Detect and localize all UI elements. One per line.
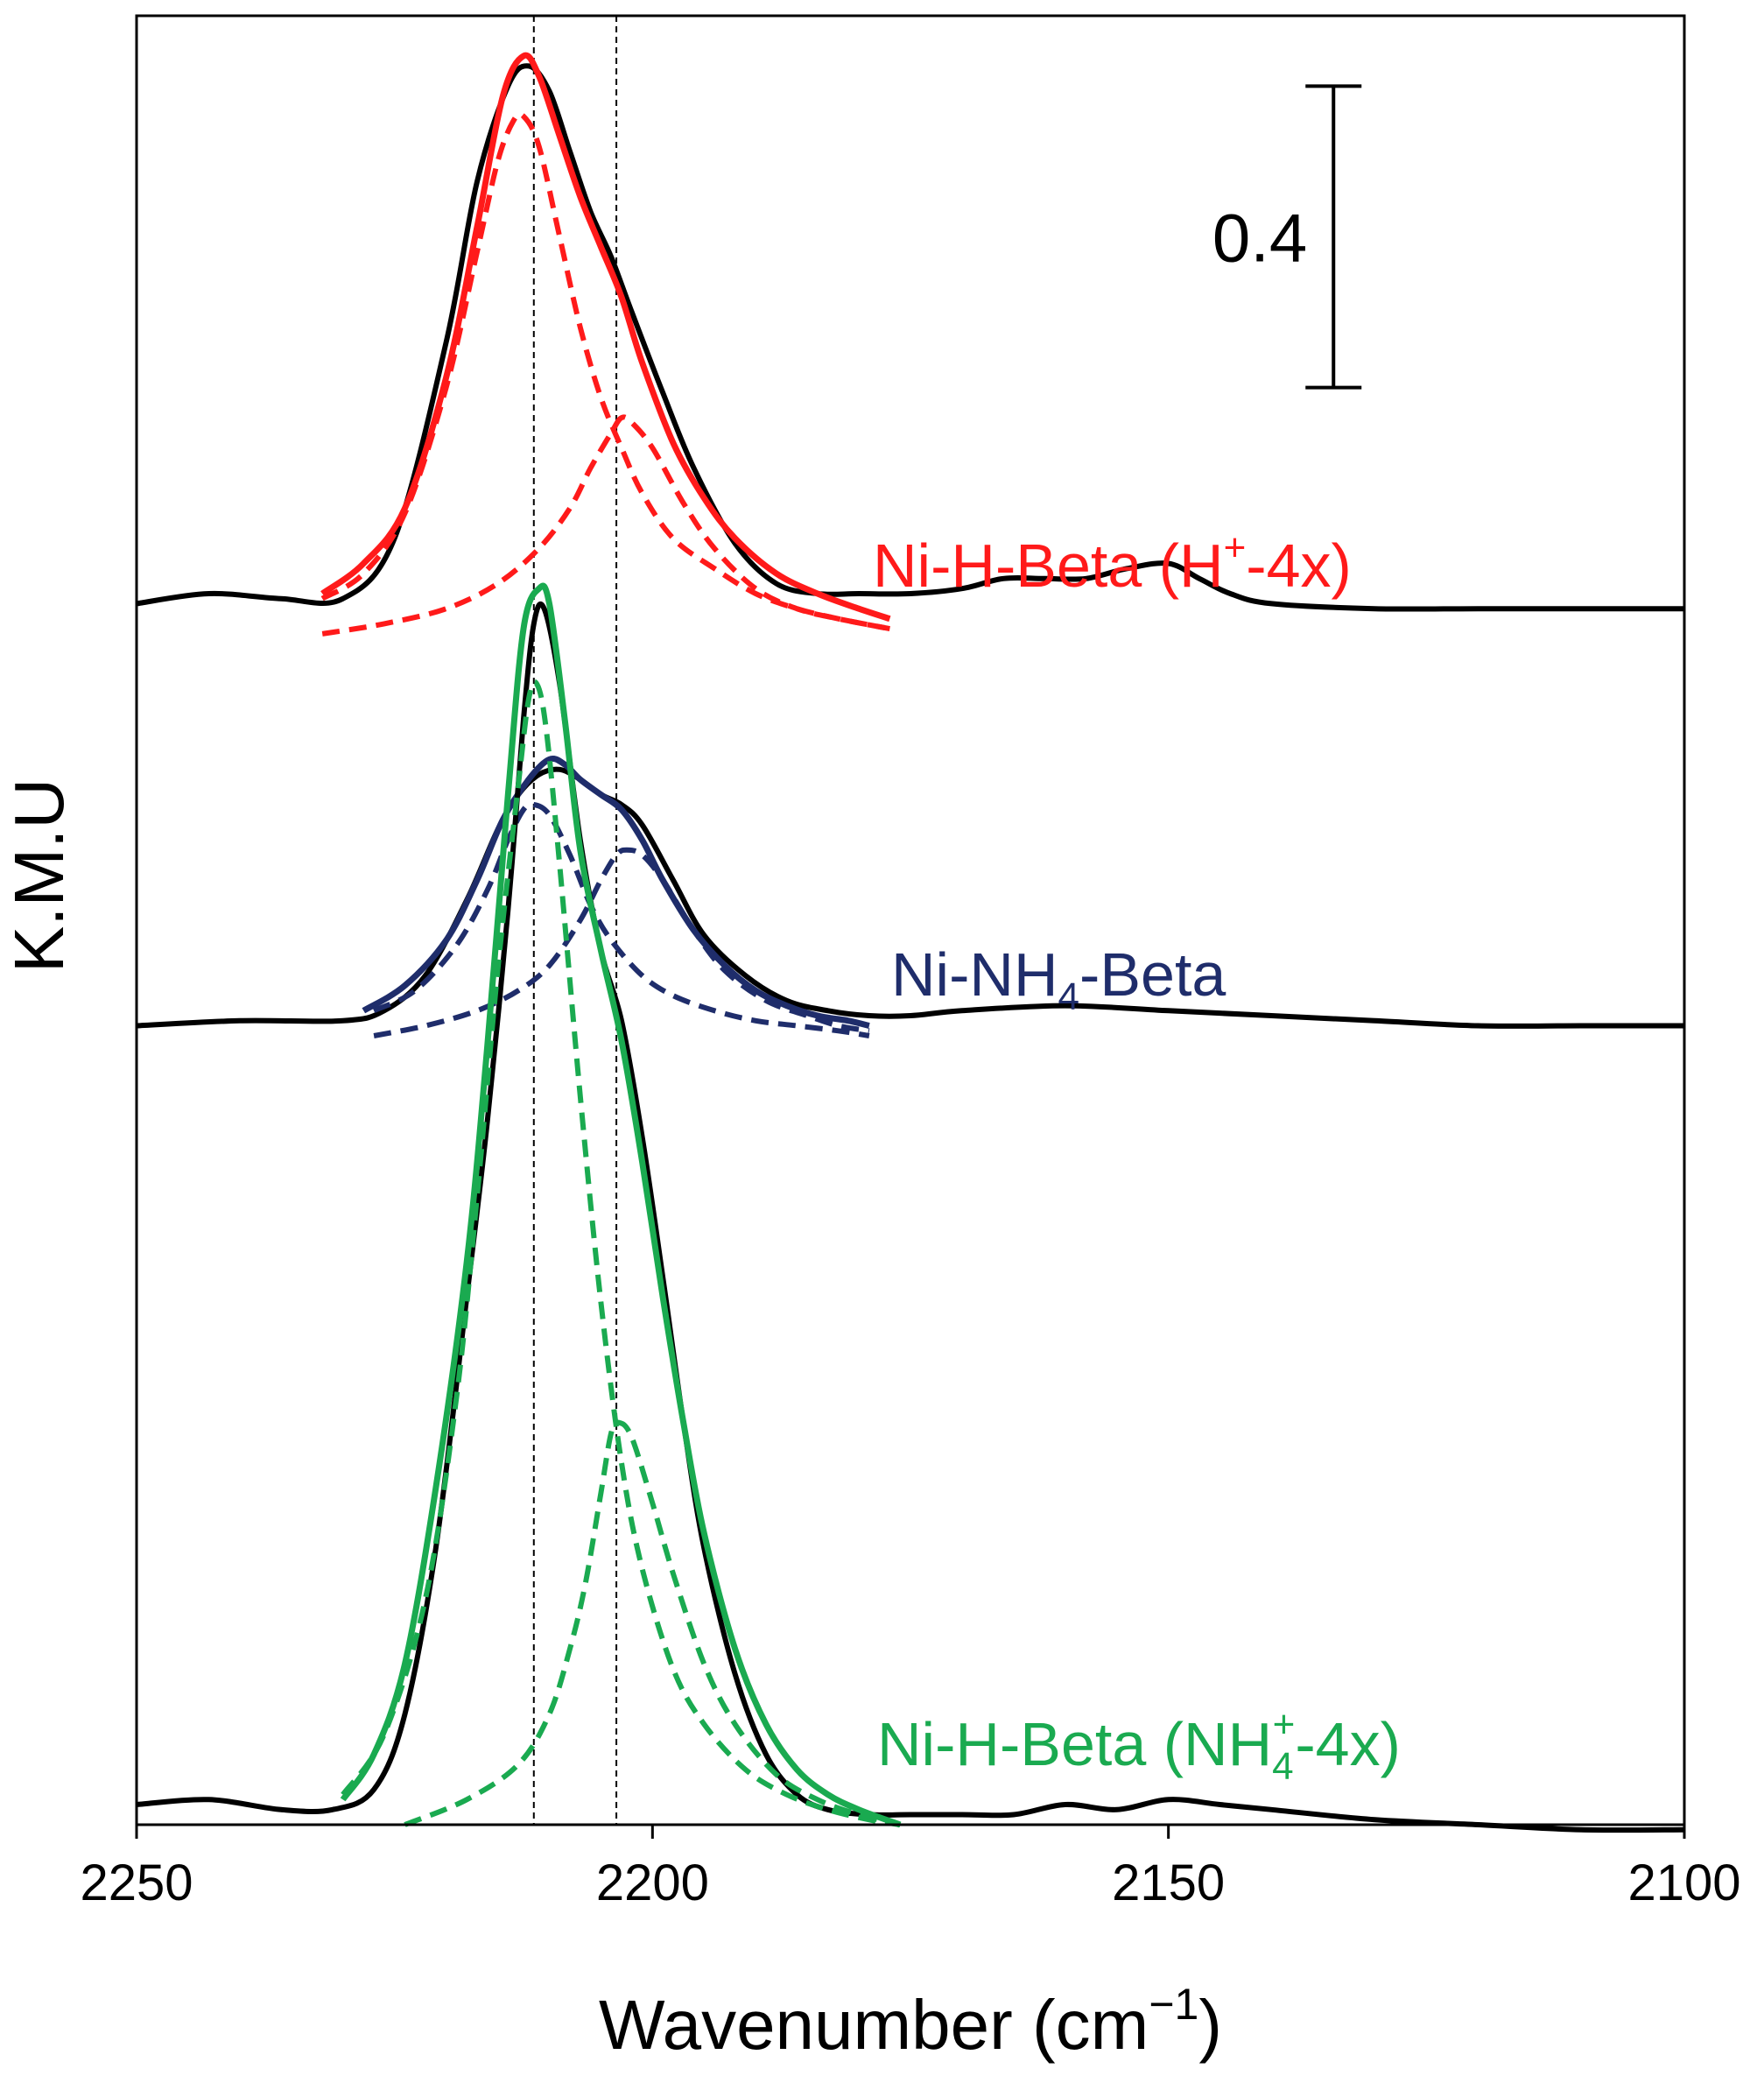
series-line-4 (321, 414, 890, 637)
series-label-nh4x-beta: Ni-H-Beta (NH4+-4x) (877, 1703, 1401, 1788)
series-label-nh4x-beta-tail: -4x (1295, 1710, 1380, 1778)
x-tick-label-2150: 2150 (1112, 1854, 1225, 1911)
series-label-h-beta-sup: + (1224, 526, 1247, 569)
series-line-1 (136, 63, 1684, 612)
series-label-nh4x-beta-close: ) (1381, 1710, 1401, 1778)
scale-bar-label: 0.4 (1212, 200, 1307, 277)
x-tick-label-2100: 2100 (1627, 1854, 1740, 1911)
series-line-10 (340, 582, 902, 1828)
x-axis-title-superscript: −1 (1149, 1980, 1198, 2029)
series-line-2 (320, 52, 891, 623)
x-tick-label-2200: 2200 (596, 1854, 709, 1911)
series-line-11 (341, 679, 901, 1827)
reference-lines (532, 16, 618, 1825)
series-label-nh4x-beta-sup: + (1273, 1703, 1296, 1746)
series-line-3 (320, 111, 890, 632)
series-label-nh4x-beta-sub: 4 (1272, 1745, 1293, 1788)
series-layer (136, 52, 1685, 1833)
series-label-h-beta: Ni-H-Beta (H+-4x) (873, 526, 1352, 600)
series-label-nh4-beta-sub: 4 (1058, 975, 1079, 1018)
series-line-8 (373, 847, 870, 1038)
y-axis-title: K.M.U (0, 778, 78, 973)
series-line-9 (136, 602, 1685, 1833)
x-axis-title: Wavenumber (cm−1) (599, 1980, 1222, 2064)
series-line-6 (362, 756, 870, 1029)
series-label-nh4-beta: Ni-NH4-Beta (891, 940, 1226, 1018)
series-line-7 (372, 801, 870, 1038)
x-axis-title-close: ) (1198, 1986, 1222, 2064)
series-line-12 (404, 1419, 901, 1827)
series-label-nh4-beta-tail: -Beta (1079, 940, 1226, 1009)
x-tick-label-2250: 2250 (80, 1854, 193, 1911)
plot-frame (135, 14, 1686, 1826)
scale-bar: 0.4 (1212, 84, 1362, 390)
series-label-h-beta-close: ) (1332, 531, 1352, 600)
series-label-h-beta-tail: -4x (1246, 531, 1331, 600)
x-axis-ticks: 2250 2200 2150 2100 (80, 1825, 1741, 1911)
